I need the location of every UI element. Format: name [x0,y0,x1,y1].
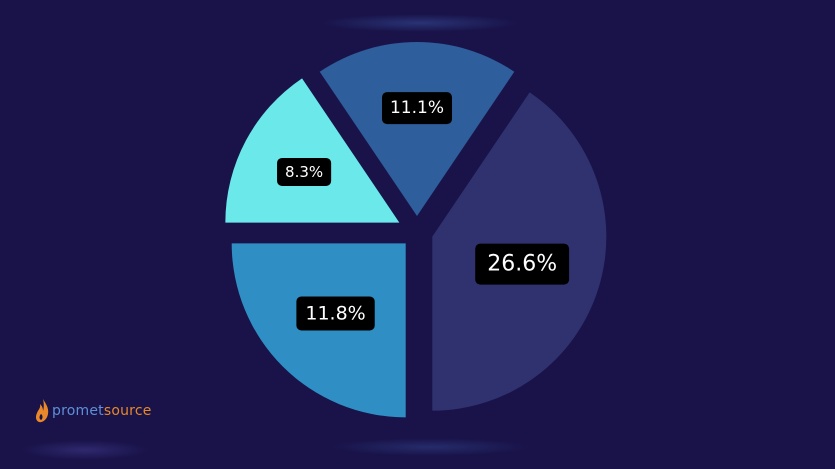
slice-label-text: 8.3% [285,163,323,181]
slice-label-text: 11.8% [305,302,365,324]
bottom-glow [330,438,530,456]
pie-slice [225,78,400,223]
slice-label-box [381,92,453,125]
logo-part-promet: promet [52,403,104,419]
slice-label: 11.1% [381,92,453,125]
logo-wordmark: prometsource [52,403,152,419]
slice-label: 11.8% [296,296,375,331]
slice-label-text: 11.1% [390,98,444,118]
pie-slice [319,41,515,216]
slice-label-box [277,157,332,186]
slice-label-box [296,296,375,331]
slice-label: 26.6% [475,243,570,285]
flame-logo-icon [35,399,49,423]
top-glow [320,14,520,32]
left-glow [20,440,150,460]
pie-labels: 26.6% 11.8% 8.3% 11.1% [277,92,570,331]
slice-label-box [475,243,570,285]
logo-part-source: source [103,403,152,419]
prometsource-logo: prometsource [34,396,152,426]
slice-label: 8.3% [277,157,332,186]
slice-label-text: 26.6% [487,252,557,277]
